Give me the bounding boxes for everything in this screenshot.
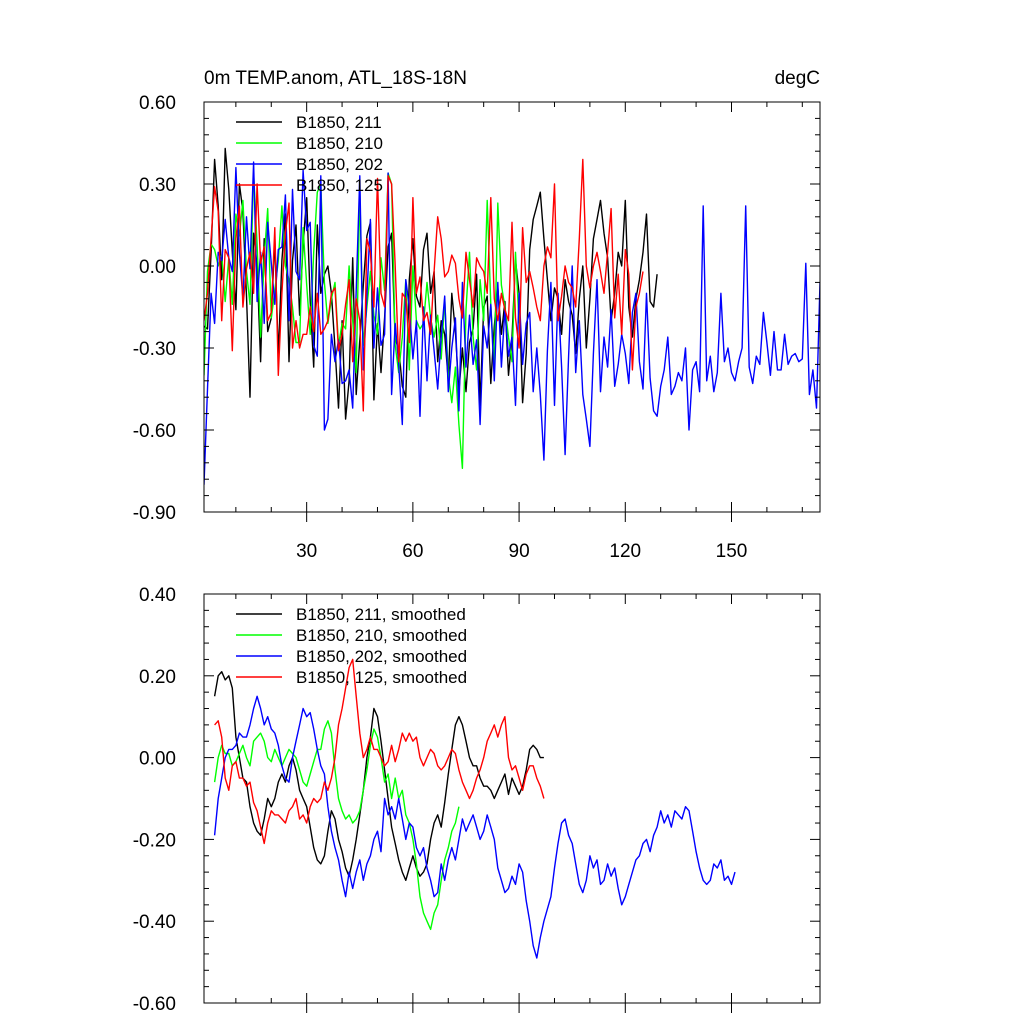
x-tick-label: 60: [402, 541, 423, 562]
y-tick-label: -0.40: [133, 912, 176, 933]
x-tick-label: 90: [509, 541, 530, 562]
panel-top: 0m TEMP.anom, ATL_18S-18N degC 0.60 0.30 0.0…: [133, 68, 821, 562]
legend-label: B1850, 211: [296, 113, 382, 132]
y-tick-label: 0.60: [139, 93, 176, 114]
series-line-top-2: [204, 161, 820, 485]
units-label: degC: [775, 68, 820, 89]
legend-label: B1850, 202, smoothed: [296, 647, 467, 666]
plot-frame: [203, 101, 821, 513]
y-tick-label: 0.20: [139, 667, 176, 688]
series-line-top-3: [204, 158, 644, 412]
y-tick-label: -0.20: [133, 830, 176, 851]
legend-label: B1850, 125, smoothed: [296, 668, 467, 687]
x-tick-label: 120: [609, 541, 641, 562]
series-line-top-0: [204, 147, 658, 420]
y-tick-label: -0.90: [133, 503, 176, 524]
y-tick-label: -0.30: [133, 339, 176, 360]
y-tick-label: -0.60: [133, 994, 176, 1015]
panel-bottom: 0.40 0.20 0.00 -0.20 -0.40 -0.60 B1850, 211, s…: [133, 585, 821, 1015]
legend-label: B1850, 125: [296, 176, 383, 195]
x-tick-label: 30: [296, 541, 317, 562]
plot-area: [213, 658, 736, 959]
y-tick-label: 0.30: [139, 175, 176, 196]
chart-title: 0m TEMP.anom, ATL_18S-18N: [204, 68, 467, 89]
series-line-bottom-1: [213, 720, 460, 931]
plot-area: [204, 147, 820, 485]
x-tick-label: 150: [716, 541, 748, 562]
y-tick-label: -0.60: [133, 421, 176, 442]
legend-label: B1850, 210, smoothed: [296, 626, 467, 645]
legend-label: B1850, 211, smoothed: [296, 605, 466, 624]
series-line-bottom-3: [214, 658, 545, 845]
legend-label: B1850, 202: [296, 155, 383, 174]
series-line-bottom-0: [213, 671, 544, 881]
plot-frame: [203, 593, 821, 1004]
legend-label: B1850, 210: [296, 134, 383, 153]
series-line-bottom-2: [213, 695, 736, 959]
y-tick-label: 0.00: [139, 749, 176, 770]
y-tick-label: 0.00: [139, 257, 176, 278]
y-tick-label: 0.40: [139, 585, 176, 606]
